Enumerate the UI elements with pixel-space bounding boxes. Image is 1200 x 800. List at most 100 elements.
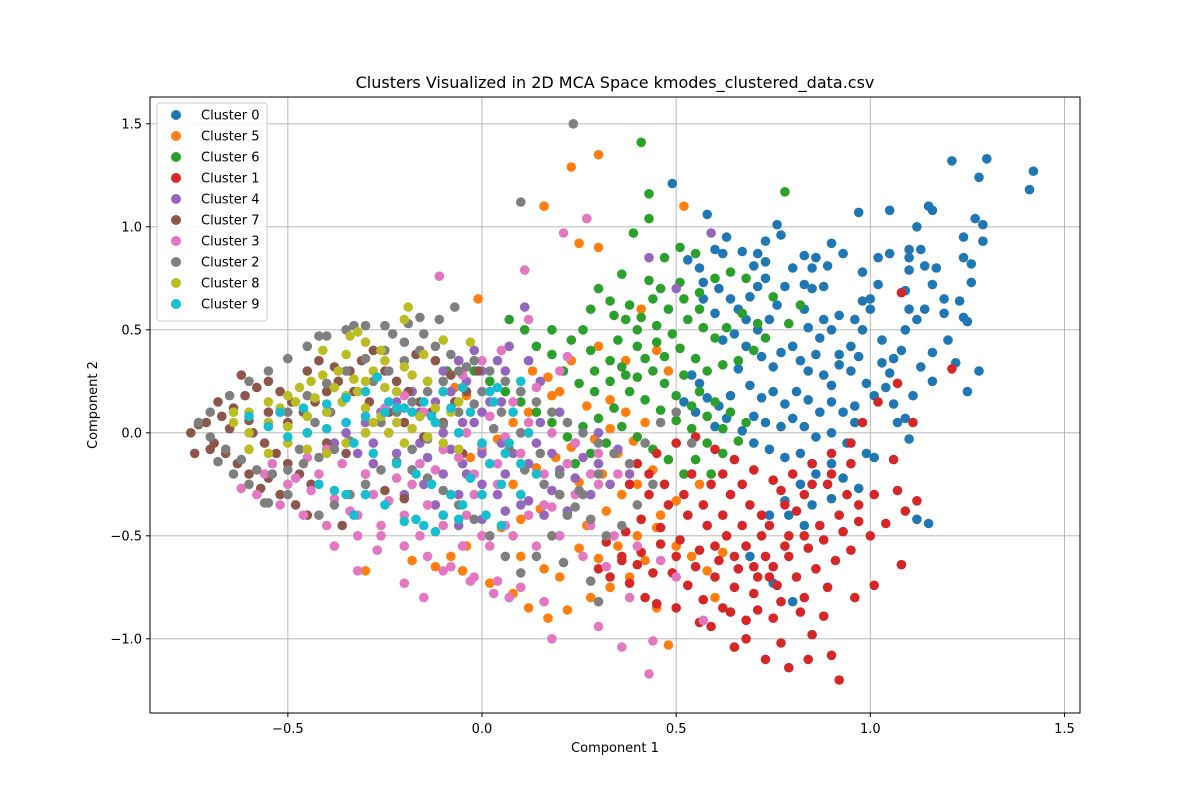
data-point	[453, 407, 464, 418]
data-point	[446, 551, 456, 562]
data-point	[186, 428, 196, 438]
data-point	[558, 228, 569, 238]
data-point	[729, 582, 740, 593]
data-point	[811, 564, 821, 574]
legend-box	[156, 102, 268, 322]
data-point	[516, 582, 526, 593]
legend: Cluster 0 Cluster 5 Cluster 6 Cluster 1 Clus…	[156, 102, 268, 322]
data-point	[958, 252, 969, 263]
data-point	[803, 543, 813, 553]
data-point	[853, 516, 864, 527]
data-point	[500, 386, 511, 397]
data-point	[391, 458, 402, 469]
data-point	[434, 271, 445, 282]
data-point	[593, 283, 604, 294]
data-point	[585, 489, 596, 500]
data-point	[321, 407, 332, 418]
data-point	[865, 294, 876, 304]
data-point	[780, 281, 790, 292]
data-point	[589, 366, 600, 376]
data-point	[764, 520, 775, 531]
data-point	[450, 302, 460, 312]
data-point	[710, 244, 720, 255]
data-point	[617, 520, 627, 531]
data-point	[850, 592, 860, 603]
data-point	[508, 479, 518, 490]
data-point	[636, 137, 646, 148]
data-point	[861, 378, 872, 389]
data-point	[321, 386, 332, 397]
legend-marker	[171, 152, 181, 162]
data-point	[539, 469, 549, 479]
data-point	[655, 522, 666, 533]
data-point	[236, 370, 247, 380]
data-point	[853, 351, 864, 362]
data-point	[741, 615, 751, 626]
data-point	[275, 386, 285, 397]
data-point	[962, 316, 973, 327]
data-point	[919, 261, 930, 271]
data-point	[679, 469, 689, 479]
data-point	[438, 419, 449, 430]
data-point	[407, 407, 417, 418]
data-point	[306, 485, 316, 496]
data-point	[780, 187, 790, 197]
data-point	[477, 386, 487, 397]
data-point	[457, 541, 468, 551]
data-point	[741, 417, 751, 428]
data-point	[360, 489, 371, 500]
data-point	[826, 458, 837, 469]
data-point	[978, 236, 988, 246]
data-point	[306, 376, 316, 387]
data-point	[321, 378, 332, 389]
data-point	[349, 374, 359, 385]
data-point	[531, 341, 542, 352]
data-point	[624, 469, 635, 479]
data-point	[919, 304, 930, 315]
data-point	[508, 531, 518, 541]
data-point	[504, 341, 514, 352]
data-point	[636, 304, 646, 315]
data-point	[737, 520, 747, 531]
data-point	[768, 613, 778, 623]
data-point	[679, 201, 689, 211]
data-point	[912, 314, 922, 325]
data-point	[892, 485, 903, 496]
y-tick-label: 0.0	[121, 426, 142, 441]
data-point	[749, 261, 759, 271]
data-point	[283, 407, 293, 418]
data-point	[543, 372, 553, 383]
data-point	[531, 541, 542, 551]
data-point	[236, 454, 247, 465]
data-point	[916, 244, 926, 255]
data-point	[605, 572, 615, 582]
data-point	[236, 483, 247, 494]
data-point	[648, 479, 658, 490]
data-point	[399, 417, 410, 428]
data-point	[220, 444, 231, 455]
data-point	[446, 403, 456, 413]
data-point	[523, 496, 534, 506]
data-point	[904, 434, 914, 444]
data-point	[807, 458, 817, 469]
data-point	[846, 366, 856, 376]
data-point	[372, 545, 383, 555]
data-point	[671, 496, 681, 506]
data-point	[562, 458, 573, 469]
data-point	[698, 594, 709, 605]
data-point	[516, 489, 526, 500]
data-point	[826, 325, 837, 335]
data-point	[419, 349, 429, 360]
data-point	[741, 541, 751, 551]
legend-marker	[171, 299, 181, 309]
data-point	[399, 314, 410, 325]
data-point	[698, 322, 709, 333]
data-point	[655, 417, 666, 428]
data-point	[391, 417, 402, 428]
data-point	[787, 263, 798, 273]
data-point	[500, 551, 511, 562]
data-point	[516, 386, 526, 397]
data-point	[453, 514, 464, 525]
data-point	[438, 366, 449, 376]
data-point	[663, 304, 674, 315]
